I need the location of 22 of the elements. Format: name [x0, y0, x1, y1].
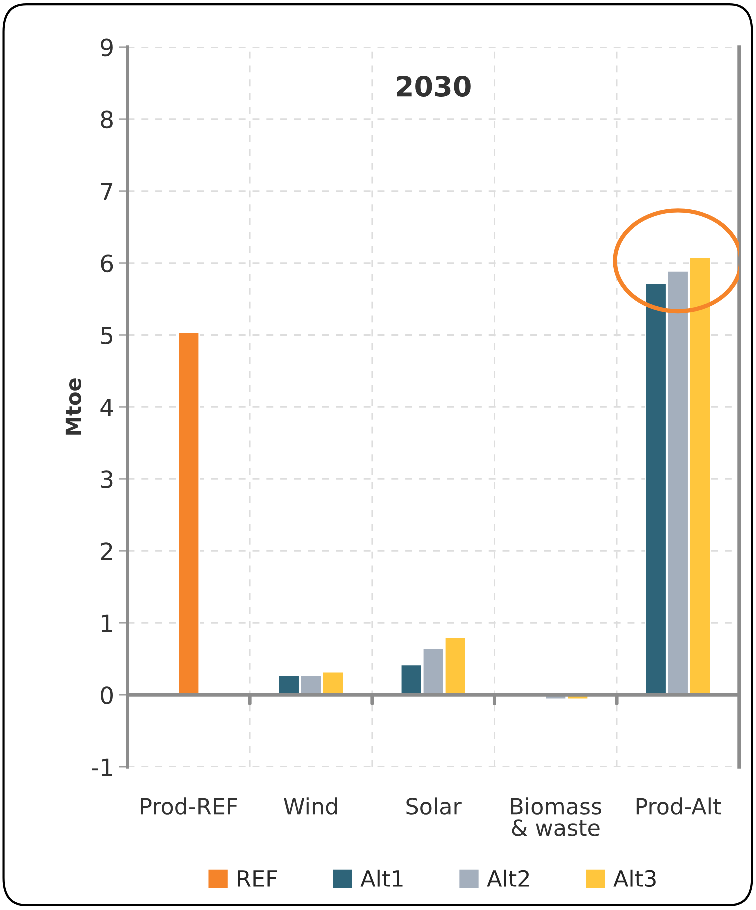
x-tick-label: Solar — [406, 798, 462, 815]
x-tick-label: Wind — [284, 798, 338, 815]
y-tick-label: 0 — [101, 686, 113, 704]
x-tick-label: Prod-REF — [141, 798, 238, 815]
y-tick-label: 6 — [101, 254, 114, 273]
legend-label: Alt1 — [360, 870, 403, 887]
legend-label: REF — [238, 870, 278, 887]
y-tick-label: 5 — [101, 327, 113, 345]
legend-label: Alt2 — [487, 870, 530, 887]
y-tick-label: 2 — [101, 542, 112, 560]
y-axis-title: Mtoe — [66, 378, 82, 435]
y-tick-label: 3 — [101, 470, 113, 489]
x-tick-label: Prod-Alt — [636, 798, 722, 815]
y-tick-label: 9 — [101, 38, 113, 57]
y-tick-label: -1 — [92, 758, 112, 776]
y-tick-label: 1 — [102, 614, 112, 632]
y-tick-label: 7 — [101, 183, 113, 200]
y-tick-label: 4 — [100, 398, 114, 416]
legend-label: Alt3 — [614, 870, 656, 888]
text: 2030 — [397, 76, 471, 97]
x-tick-label: Biomass & waste — [511, 798, 602, 836]
y-tick-label: 8 — [101, 110, 113, 129]
